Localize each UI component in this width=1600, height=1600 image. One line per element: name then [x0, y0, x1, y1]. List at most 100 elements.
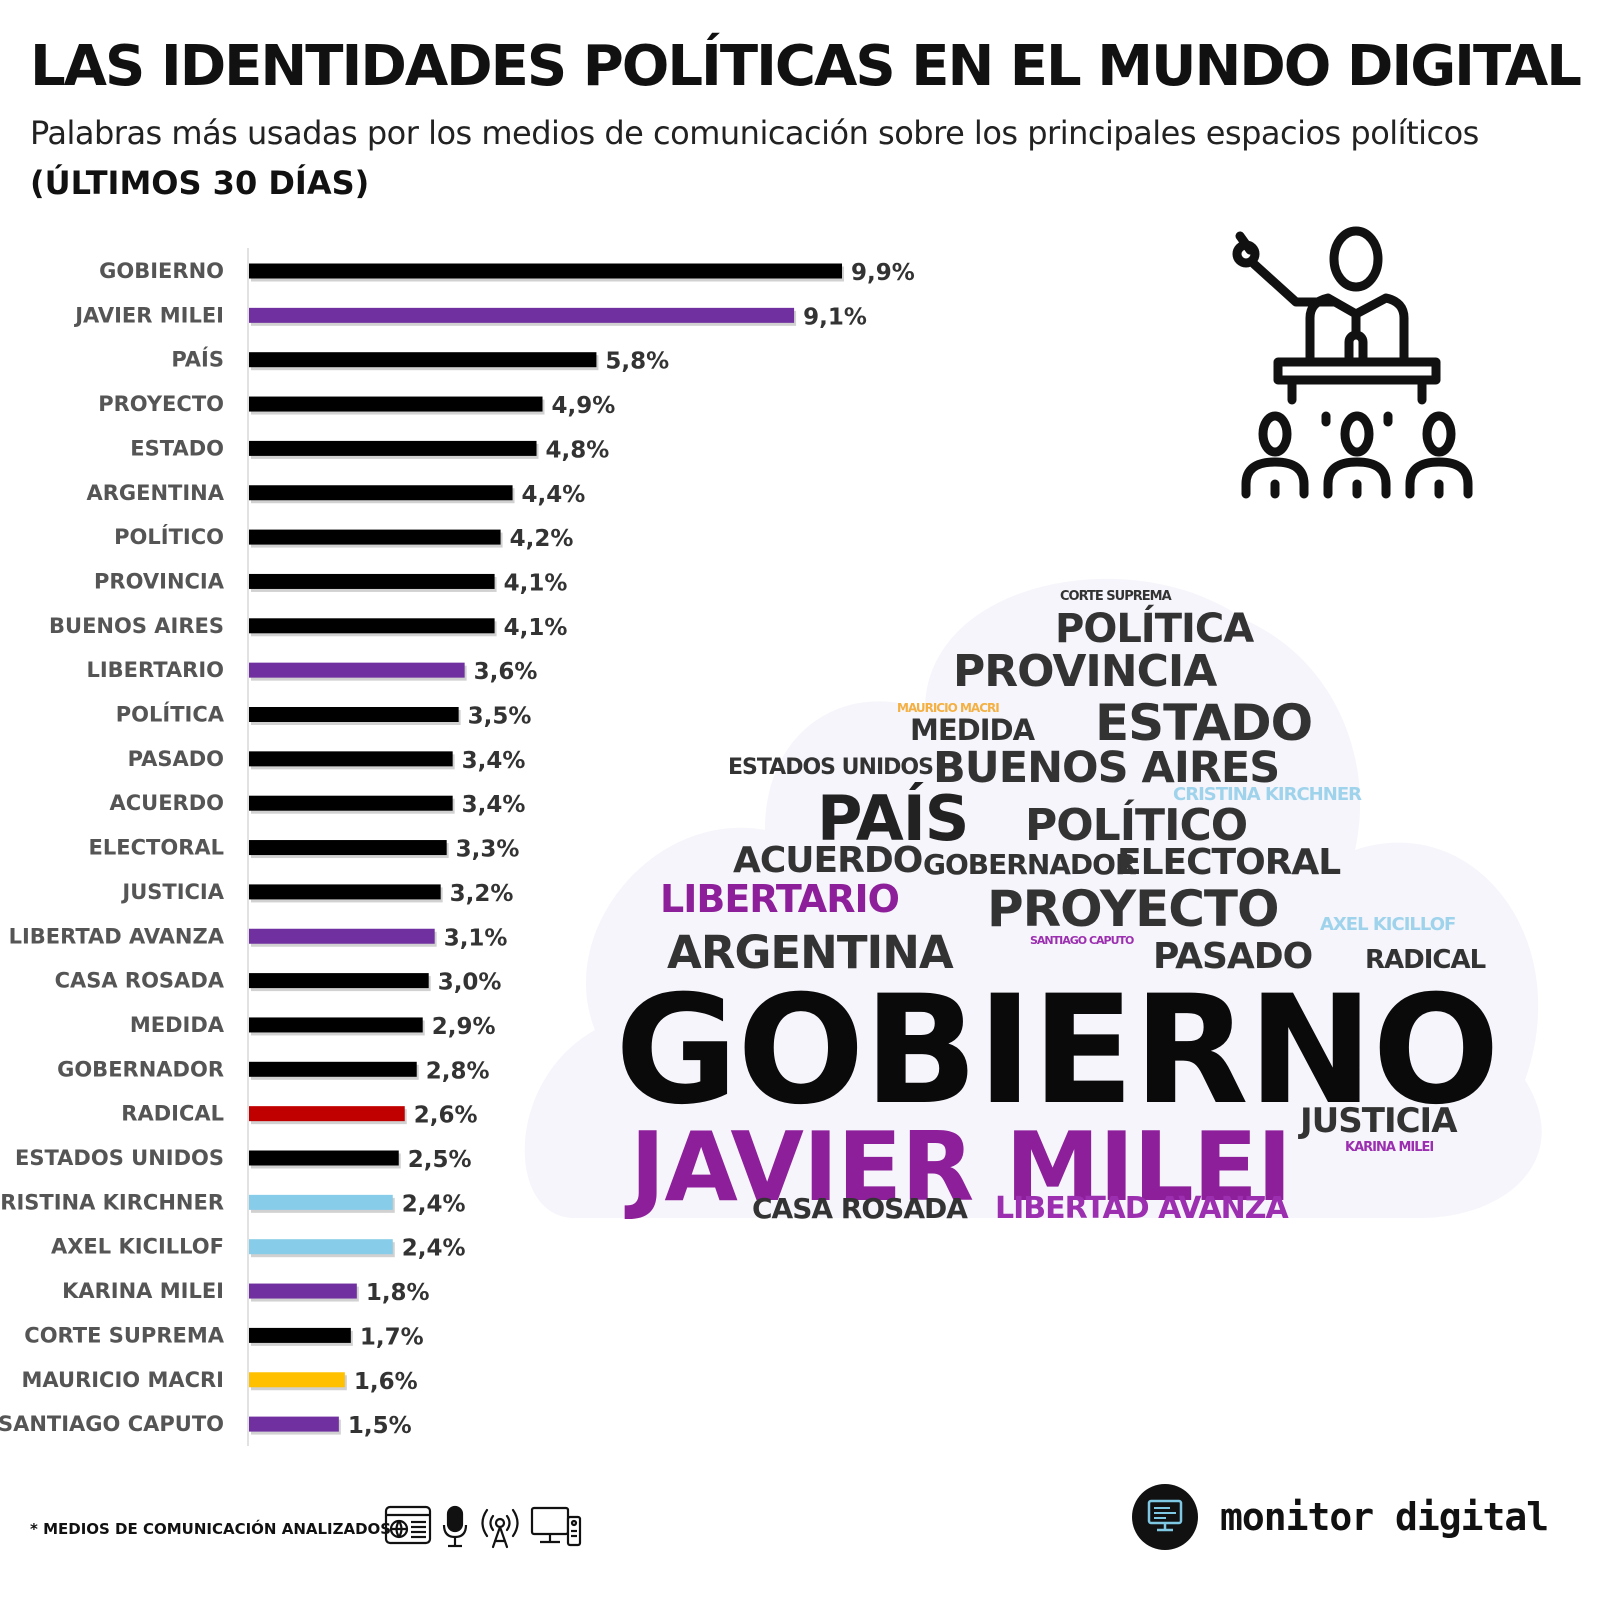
- bar-value-label: 3,6%: [474, 659, 538, 685]
- word-cloud-word: GOBIERNO: [615, 964, 1499, 1138]
- bar: [249, 1372, 345, 1388]
- bar: [249, 529, 501, 545]
- bar-category-label: ESTADOS UNIDOS: [15, 1146, 224, 1170]
- bar: [249, 662, 465, 678]
- bar-category-label: PASADO: [128, 747, 224, 771]
- bar: [249, 440, 537, 456]
- word-cloud-word: BUENOS AIRES: [933, 743, 1279, 793]
- word-cloud-word: CORTE SUPREMA: [1060, 589, 1172, 604]
- bar: [249, 1416, 339, 1432]
- bar-category-label: JAVIER MILEI: [73, 303, 224, 327]
- bar: [249, 1327, 351, 1343]
- bar-value-label: 2,4%: [402, 1236, 466, 1262]
- bar-category-label: MAURICIO MACRI: [22, 1368, 224, 1392]
- bar-value-label: 2,5%: [408, 1147, 472, 1173]
- word-cloud-word: ELECTORAL: [1117, 842, 1340, 883]
- bar-value-label: 9,1%: [803, 304, 867, 330]
- bar-category-label: ACUERDO: [109, 791, 224, 815]
- bar: [249, 884, 441, 900]
- period-label: (ÚLTIMOS 30 DÍAS): [30, 164, 370, 202]
- bar: [249, 618, 495, 634]
- brand-name: monitor digital: [1220, 1495, 1549, 1539]
- bar-category-label: POLÍTICA: [116, 702, 225, 727]
- bar-value-label: 4,2%: [510, 526, 574, 552]
- bar-category-label: CRISTINA KIRCHNER: [0, 1190, 224, 1214]
- word-cloud-word: LIBERTAD AVANZA: [995, 1191, 1290, 1226]
- word-cloud-word: PROYECTO: [987, 880, 1279, 938]
- word-cloud-word: MAURICIO MACRI: [897, 701, 999, 715]
- bar: [249, 573, 495, 589]
- bar: [249, 751, 453, 767]
- bar: [249, 707, 459, 722]
- bar-category-label: RADICAL: [121, 1102, 224, 1126]
- microphone-icon: [442, 1505, 468, 1548]
- word-cloud-word: ACUERDO: [733, 840, 922, 881]
- bar-value-label: 2,6%: [414, 1103, 478, 1129]
- bar: [249, 928, 435, 944]
- word-cloud-word: PASADO: [1153, 936, 1312, 977]
- bar: [249, 1061, 417, 1077]
- bar-category-label: LIBERTAD AVANZA: [9, 924, 225, 948]
- bar-value-label: 3,5%: [468, 704, 532, 730]
- word-cloud-word: KARINA MILEI: [1345, 1140, 1433, 1155]
- bar-category-label: MEDIDA: [130, 1013, 225, 1037]
- media-icons: [384, 1505, 582, 1549]
- bar-value-label: 1,8%: [366, 1280, 430, 1306]
- chart-title: LAS IDENTIDADES POLÍTICAS EN EL MUNDO DI…: [30, 34, 1582, 99]
- bar-value-label: 3,4%: [462, 748, 526, 774]
- bar-value-label: 3,2%: [450, 881, 514, 907]
- bar-category-label: PROYECTO: [98, 392, 224, 416]
- word-cloud-word: LIBERTARIO: [660, 877, 899, 921]
- word-cloud-word: PROVINCIA: [953, 646, 1217, 697]
- bar: [249, 1106, 405, 1122]
- word-cloud-word: POLÍTICA: [1055, 604, 1254, 652]
- bar-category-label: CORTE SUPREMA: [24, 1323, 224, 1347]
- bar-value-label: 3,4%: [462, 792, 526, 818]
- word-cloud-word: ARGENTINA: [667, 926, 954, 979]
- web-browser-icon: [384, 1505, 432, 1545]
- brand: monitor digital: [1132, 1484, 1549, 1550]
- cloud-shape: [524, 578, 1542, 1219]
- bar-category-label: ESTADO: [130, 436, 224, 460]
- word-cloud-word: CASA ROSADA: [752, 1192, 968, 1225]
- word-cloud-word: MEDIDA: [910, 713, 1036, 747]
- footnote: * MEDIOS DE COMUNICACIÓN ANALIZADOS: [30, 1520, 392, 1538]
- bar: [249, 485, 513, 501]
- bar-category-label: BUENOS AIRES: [49, 614, 224, 638]
- word-cloud-word: RADICAL: [1365, 945, 1486, 975]
- bar-value-label: 4,4%: [522, 482, 586, 508]
- broadcast-antenna-icon: [481, 1508, 519, 1549]
- speaker-at-podium-icon: [1232, 226, 1473, 499]
- bar-value-label: 1,6%: [354, 1369, 418, 1395]
- bar-category-label: CASA ROSADA: [55, 969, 225, 993]
- word-cloud-word: AXEL KICILLOF: [1320, 914, 1455, 935]
- bar-category-label: KARINA MILEI: [62, 1279, 224, 1303]
- bar-value-label: 3,1%: [444, 925, 508, 951]
- bar: [249, 973, 429, 989]
- bar: [249, 263, 843, 279]
- bar: [249, 840, 447, 856]
- tv-monitor-icon: [530, 1506, 582, 1547]
- word-cloud-word: SANTIAGO CAPUTO: [1030, 934, 1134, 947]
- bar-category-label: ARGENTINA: [86, 481, 224, 505]
- bar: [249, 1017, 423, 1033]
- bar-value-label: 5,8%: [605, 349, 669, 375]
- bar-value-label: 1,7%: [360, 1324, 424, 1350]
- bar: [249, 1194, 393, 1210]
- bar-value-label: 4,9%: [552, 393, 616, 419]
- bar: [249, 795, 453, 811]
- bar-value-label: 1,5%: [348, 1413, 412, 1439]
- bar: [249, 1239, 393, 1255]
- bar-category-label: LIBERTARIO: [86, 658, 224, 682]
- bar: [249, 1150, 399, 1166]
- bar: [249, 396, 543, 412]
- bar-category-label: SANTIAGO CAPUTO: [0, 1412, 224, 1436]
- bar: [249, 1283, 357, 1299]
- word-cloud-word: ESTADO: [1095, 694, 1312, 752]
- bar-value-label: 2,4%: [402, 1191, 466, 1217]
- bar-category-label: JUSTICIA: [120, 880, 224, 904]
- bar-value-label: 9,9%: [851, 260, 915, 286]
- bar-value-label: 4,1%: [504, 615, 568, 641]
- bar-value-label: 3,3%: [456, 837, 520, 863]
- bar-value-label: 3,0%: [438, 970, 502, 996]
